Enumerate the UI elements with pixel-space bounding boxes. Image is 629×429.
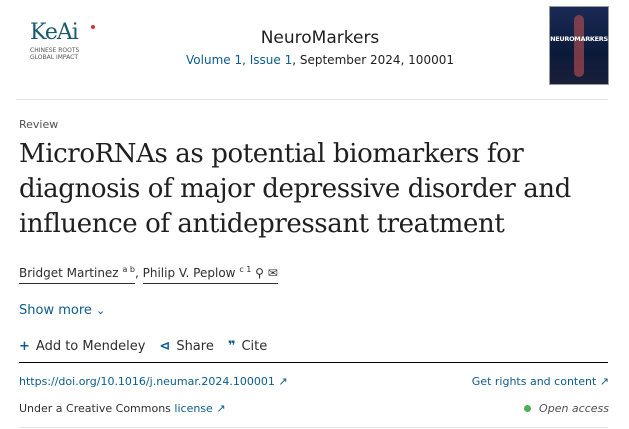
cite-button[interactable]: ❞ Cite [227, 339, 268, 354]
divider [16, 99, 608, 100]
share-button[interactable]: ⊲ Share [159, 339, 214, 354]
divider [19, 362, 608, 363]
show-more-button[interactable]: Show more ⌄ [19, 303, 106, 318]
keai-logo[interactable]: KeAi CHINESE ROOTS GLOBAL IMPACT [30, 22, 95, 61]
license-link[interactable]: license [174, 402, 213, 415]
divider [19, 427, 608, 428]
get-rights-link[interactable]: Get rights and content ↗ [471, 375, 609, 388]
author-list: Bridget Martinez a b, Philip V. Peplow c… [19, 265, 278, 284]
author-link[interactable]: Bridget Martinez a b [19, 265, 135, 284]
quote-icon: ❞ [227, 339, 236, 354]
external-link-icon: ↗ [599, 375, 609, 388]
open-access-badge: Open access [524, 402, 609, 415]
external-link-icon: ↗ [216, 402, 226, 415]
external-link-icon: ↗ [278, 375, 288, 388]
chevron-down-icon: ⌄ [96, 304, 106, 317]
volume-info: Volume 1, Issue 1, September 2024, 10000… [186, 53, 454, 67]
author-link[interactable]: Philip V. Peplow c 1 ⚲ ✉ [142, 265, 278, 284]
journal-cover[interactable]: NEUROMARKERS [549, 6, 609, 85]
person-icon: ⚲ [255, 266, 264, 280]
article-title: MicroRNAs as potential biomarkers for di… [19, 139, 571, 239]
article-actions: + Add to Mendeley ⊲ Share ❞ Cite [19, 339, 267, 354]
share-icon: ⊲ [159, 339, 171, 354]
plus-icon: + [19, 339, 30, 354]
add-to-mendeley-button[interactable]: + Add to Mendeley [19, 339, 146, 354]
article-type: Review [19, 118, 59, 131]
issue-link[interactable]: Issue 1 [249, 53, 293, 67]
open-access-dot-icon [524, 405, 532, 412]
license-info: Under a Creative Commons license ↗ [19, 402, 226, 415]
journal-title[interactable]: NeuroMarkers [260, 28, 380, 48]
volume-link[interactable]: Volume 1 [186, 53, 243, 67]
doi-link[interactable]: https://doi.org/10.1016/j.neumar.2024.10… [19, 375, 288, 388]
envelope-icon: ✉ [267, 266, 278, 280]
